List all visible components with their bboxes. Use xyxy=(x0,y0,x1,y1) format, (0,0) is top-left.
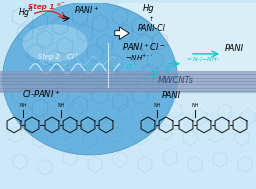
Text: $PANI^+Cl^-$: $PANI^+Cl^-$ xyxy=(122,41,166,53)
Text: Step 1: Step 1 xyxy=(28,3,54,9)
Text: PANI: PANI xyxy=(162,91,181,100)
Text: $PANI^+$: $PANI^+$ xyxy=(74,5,100,16)
Text: $e^-$: $e^-$ xyxy=(56,1,66,9)
Text: PANI-Cl: PANI-Cl xyxy=(138,24,166,33)
Text: Hg: Hg xyxy=(143,5,155,13)
FancyBboxPatch shape xyxy=(118,3,256,112)
Text: $\uparrow$: $\uparrow$ xyxy=(147,14,154,23)
Text: NH: NH xyxy=(57,103,65,108)
Text: NH: NH xyxy=(191,103,198,108)
Ellipse shape xyxy=(23,24,88,62)
Text: $-NH^{+\cdot\cdot}$: $-NH^{+\cdot\cdot}$ xyxy=(125,53,153,63)
FancyArrowPatch shape xyxy=(115,27,129,40)
Text: MWCNTs: MWCNTs xyxy=(158,77,194,85)
FancyBboxPatch shape xyxy=(0,90,256,189)
Text: $=N$-/$-NH$-: $=N$-/$-NH$- xyxy=(185,55,220,63)
Text: $Cl^-$: $Cl^-$ xyxy=(164,64,178,73)
Text: $Cl^*$: $Cl^*$ xyxy=(66,52,79,63)
Text: PANI: PANI xyxy=(225,44,244,53)
Text: NH: NH xyxy=(19,103,27,108)
Text: $Cl$-$PANI^+$: $Cl$-$PANI^+$ xyxy=(22,89,61,100)
Text: Step 2: Step 2 xyxy=(38,54,60,60)
Ellipse shape xyxy=(3,2,177,155)
Text: $Cl^*$: $Cl^*$ xyxy=(125,62,137,73)
Text: NH: NH xyxy=(153,103,161,108)
FancyBboxPatch shape xyxy=(0,71,256,92)
Text: $Hg^0$: $Hg^0$ xyxy=(18,6,34,20)
